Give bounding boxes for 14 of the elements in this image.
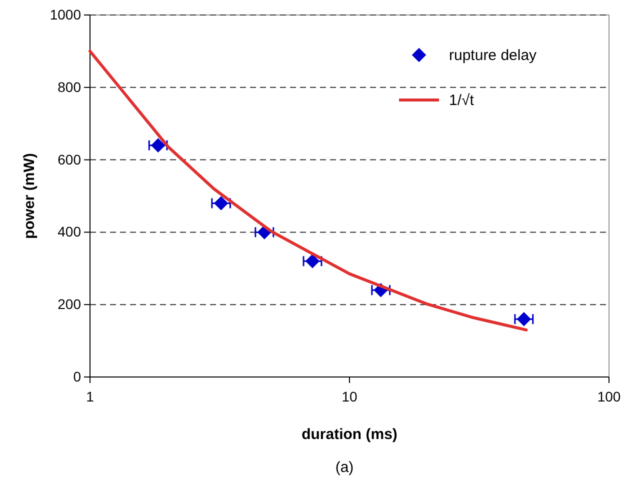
y-axis-title: power (mW) — [21, 153, 38, 239]
x-tick-label: 10 — [342, 388, 358, 404]
y-tick-label: 1000 — [50, 6, 82, 22]
legend-label: rupture delay — [449, 47, 538, 64]
y-tick-label: 200 — [58, 296, 82, 312]
legend-label: 1/√t — [449, 92, 475, 109]
y-tick-label: 400 — [58, 224, 82, 240]
text: (a) — [335, 459, 354, 476]
x-tick-label: 1 — [86, 388, 94, 404]
x-tick-label: 100 — [597, 388, 621, 404]
x-axis-title: duration (ms) — [302, 426, 398, 443]
y-tick-label: 600 — [58, 151, 82, 168]
y-tick-label: 0 — [73, 368, 82, 384]
y-tick-label: 800 — [58, 78, 82, 95]
